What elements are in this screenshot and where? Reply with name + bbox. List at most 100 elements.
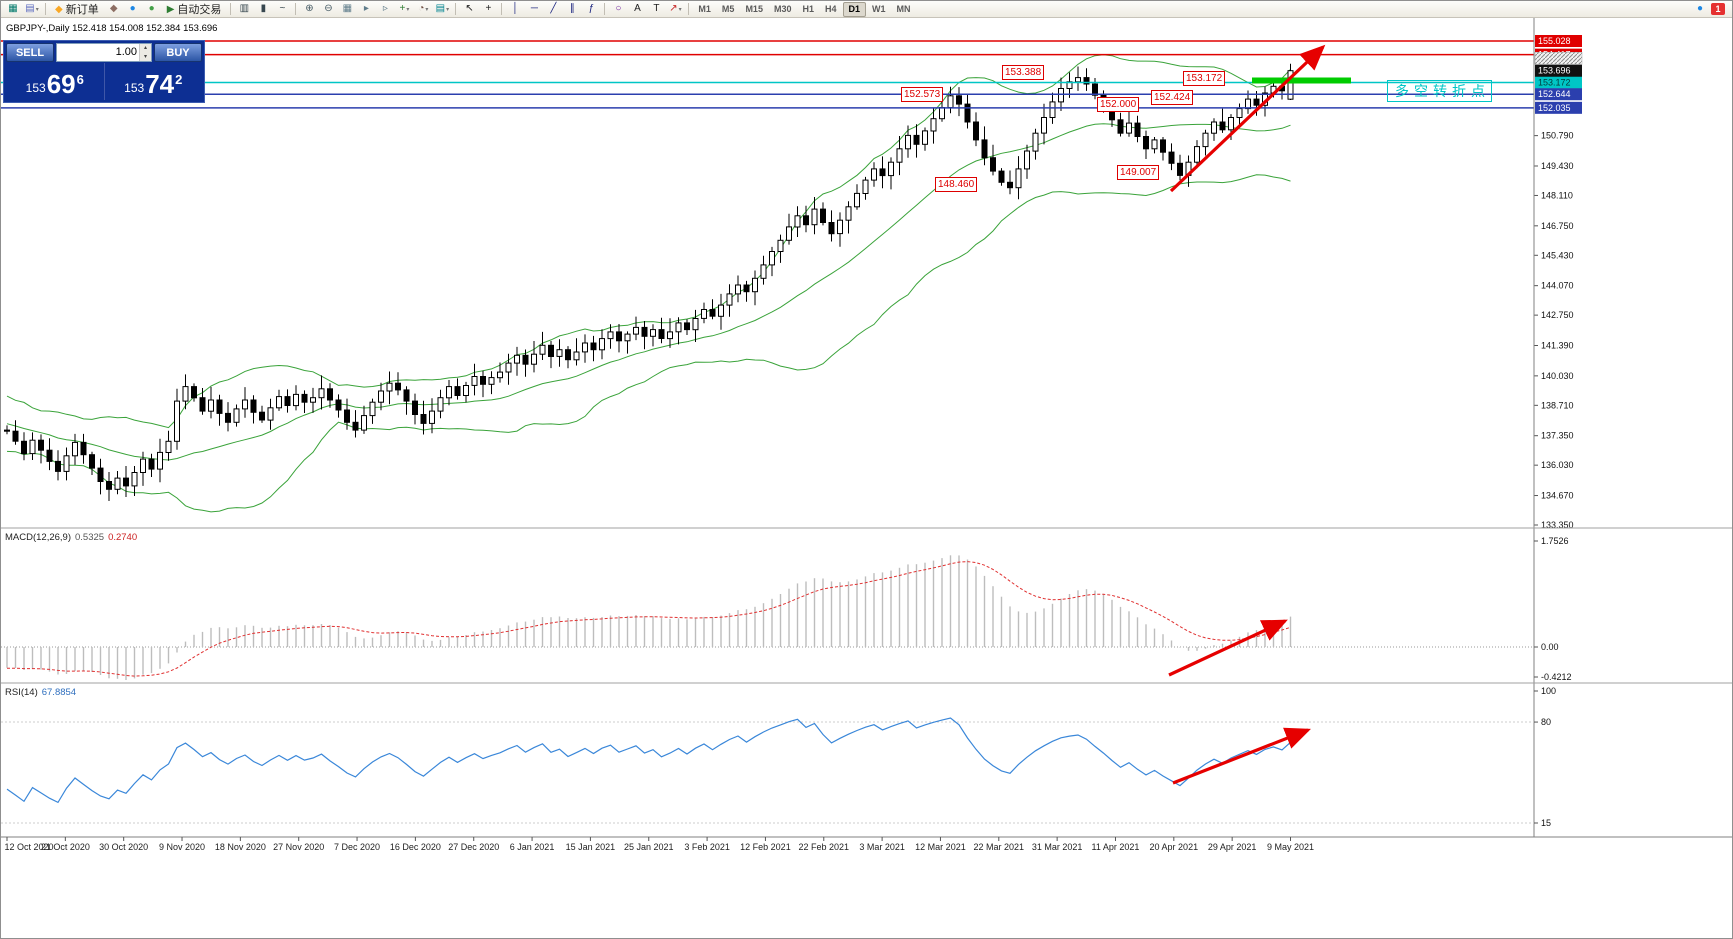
chart-shift-icon[interactable]: ▹ — [382, 2, 388, 14]
price-annotation[interactable]: 153.172 — [1183, 71, 1226, 86]
text-icon[interactable]: A — [634, 2, 641, 14]
new-order-button-label: 新订单 — [65, 4, 99, 16]
svg-text:137.350: 137.350 — [1541, 431, 1574, 441]
volume-value[interactable]: 1.00 — [115, 46, 137, 58]
community-icon[interactable]: ● — [129, 2, 136, 14]
ask-price[interactable]: 153 74 2 — [105, 63, 203, 100]
svg-text:153.172: 153.172 — [1538, 77, 1571, 87]
note-text-box[interactable]: 多空转折点 — [1387, 80, 1492, 102]
volume-spinner[interactable]: ▴ ▾ — [139, 44, 151, 61]
notification-badge[interactable]: 1 — [1711, 3, 1725, 15]
auto-scroll-icon[interactable]: ▸ — [363, 2, 369, 14]
timeframe-M15[interactable]: M15 — [745, 3, 763, 14]
bid-pips: 69 — [46, 69, 76, 99]
macd-histogram — [6, 555, 1292, 680]
new-order-button[interactable]: ◆ 新订单 — [50, 2, 104, 17]
text-label-icon[interactable]: T — [653, 2, 660, 14]
indicators-dropdown-icon[interactable]: ▾ — [406, 6, 410, 13]
bar-chart-icon[interactable]: ▥ — [239, 2, 250, 14]
main-toolbar: ▦ ▤▾ ◆ 新订单 ◆ ● ● ▶ 自动交易 ▥ ▮ ~ ⊕ ⊖ ▦ ▸ ▹ +▾ ◔▾ ▤▾ ↖ + │ ─ ╱ ∥ ƒ ○ A T ↗… — [1, 1, 1732, 18]
templates-dropdown-icon[interactable]: ▾ — [446, 6, 450, 13]
svg-text:133.350: 133.350 — [1541, 520, 1574, 530]
toolbar-separator — [230, 3, 232, 15]
tile-windows-icon[interactable]: ▦ — [342, 2, 353, 14]
new-chart-icon[interactable]: ▦ — [8, 2, 18, 14]
mql5-icon[interactable]: ● — [148, 2, 155, 14]
strategy-tester-icon[interactable]: ◆ — [109, 2, 118, 14]
vertical-line-icon[interactable]: │ — [512, 2, 519, 14]
spin-down-icon[interactable]: ▾ — [140, 52, 151, 61]
timeframe-H1[interactable]: H1 — [802, 3, 814, 14]
rsi-name: RSI(14) — [5, 687, 38, 698]
price-annotation[interactable]: 152.424 — [1151, 90, 1194, 105]
date-tick-label: 31 Mar 2021 — [1032, 842, 1083, 852]
profiles-icon[interactable]: ▤▾ — [25, 2, 39, 14]
ask-point: 2 — [175, 72, 183, 87]
indicators-icon[interactable]: +▾ — [399, 2, 410, 14]
price-annotation[interactable]: 152.000 — [1097, 97, 1140, 112]
zoom-out-icon[interactable]: ⊖ — [324, 2, 333, 14]
panel-divider — [103, 63, 105, 100]
svg-text:138.710: 138.710 — [1541, 400, 1574, 410]
line-chart-icon[interactable]: ~ — [279, 2, 286, 14]
date-tick-label: 22 Feb 2021 — [798, 842, 849, 852]
trend-arrow[interactable] — [1169, 44, 1326, 193]
horizontal-line-icon[interactable]: ─ — [530, 2, 538, 14]
price-annotation[interactable]: 149.007 — [1117, 165, 1160, 180]
fibonacci-icon[interactable]: ƒ — [588, 2, 595, 14]
timeframe-H4[interactable]: H4 — [824, 3, 837, 14]
templates-icon[interactable]: ▤▾ — [435, 2, 450, 14]
new-order-icon: ◆ — [55, 3, 63, 15]
price-annotation[interactable]: 153.388 — [1002, 65, 1045, 80]
last-price-box — [1535, 64, 1582, 77]
svg-text:1.7526: 1.7526 — [1541, 536, 1569, 546]
macd-signal-value: 0.2740 — [108, 532, 138, 543]
cursor-icon[interactable]: ↖ — [465, 2, 474, 14]
arrow-objects-dropdown-icon[interactable]: ▾ — [678, 6, 682, 13]
periods-dropdown-icon[interactable]: ▾ — [425, 6, 429, 13]
toolbar-separator — [295, 3, 297, 15]
price-annotation[interactable]: 148.460 — [935, 177, 978, 192]
volume-stepper[interactable]: 1.00 ▴ ▾ — [56, 43, 152, 62]
svg-text:142.750: 142.750 — [1541, 310, 1574, 320]
timeframe-M5[interactable]: M5 — [721, 3, 735, 14]
periods-icon[interactable]: ◔▾ — [418, 2, 429, 14]
date-tick-label: 29 Apr 2021 — [1208, 842, 1257, 852]
date-tick-label: 12 Mar 2021 — [915, 842, 966, 852]
date-tick-label: 20 Apr 2021 — [1150, 842, 1199, 852]
timeframe-M30[interactable]: M30 — [773, 3, 792, 14]
trend-arrow[interactable] — [1168, 619, 1288, 677]
date-tick-label: 27 Dec 2020 — [448, 842, 499, 852]
bid-price[interactable]: 153 69 6 — [6, 63, 104, 100]
candlestick-chart-icon[interactable]: ▮ — [260, 2, 267, 14]
notifications-icon[interactable]: ● — [1696, 2, 1704, 14]
bollinger-middle-band[interactable] — [6, 123, 1291, 461]
svg-text:15: 15 — [1541, 818, 1551, 828]
svg-text:150.790: 150.790 — [1541, 131, 1574, 141]
zoom-in-icon[interactable]: ⊕ — [305, 2, 314, 14]
spin-up-icon[interactable]: ▴ — [140, 44, 151, 53]
bollinger-lower-band[interactable] — [6, 174, 1291, 513]
timeframe-W1[interactable]: W1 — [872, 3, 886, 14]
sell-button[interactable]: SELL — [6, 43, 54, 62]
price-annotation[interactable]: 152.573 — [901, 87, 944, 102]
shapes-icon[interactable]: ○ — [615, 2, 622, 14]
price-chart-canvas[interactable]: 155.028154.417153.172152.644152.035153.6… — [1, 18, 1733, 939]
equidistant-channel-icon[interactable]: ∥ — [569, 2, 575, 14]
svg-text:146.750: 146.750 — [1541, 221, 1574, 231]
buy-button[interactable]: BUY — [154, 43, 202, 62]
bollinger-upper-band[interactable] — [6, 54, 1291, 429]
ask-pips: 74 — [145, 69, 175, 99]
profiles-dropdown-icon[interactable]: ▾ — [35, 6, 39, 13]
axis-price-box — [1535, 76, 1582, 89]
crosshair-icon[interactable]: + — [485, 2, 492, 14]
timeframe-MN[interactable]: MN — [896, 3, 911, 14]
trend-arrow[interactable] — [1172, 727, 1311, 785]
timeframe-D1[interactable]: D1 — [842, 1, 867, 17]
trendline-icon[interactable]: ╱ — [550, 2, 557, 14]
autotrading-button[interactable]: ▶ 自动交易 — [162, 2, 227, 17]
timeframe-M1[interactable]: M1 — [698, 3, 711, 14]
svg-text:80: 80 — [1541, 717, 1551, 727]
candlesticks[interactable] — [4, 63, 1294, 501]
arrow-objects-icon[interactable]: ↗▾ — [669, 2, 682, 14]
